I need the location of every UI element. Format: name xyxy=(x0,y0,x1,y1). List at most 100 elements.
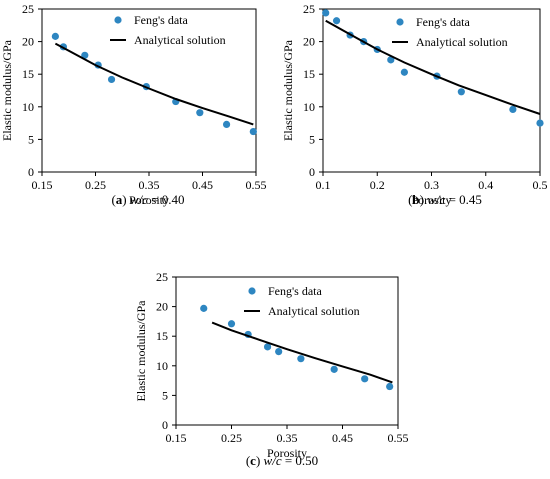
legend: Feng's data Analytical solution xyxy=(244,284,360,318)
series-line-analytical xyxy=(211,321,393,384)
legend-label-feng: Feng's data xyxy=(268,284,322,298)
legend-label-analytical: Analytical solution xyxy=(416,35,508,49)
x-tick-label: 0.25 xyxy=(85,178,106,192)
data-point xyxy=(263,343,272,351)
y-tick-label: 15 xyxy=(303,67,315,81)
y-tick-label: 25 xyxy=(303,2,315,16)
data-point xyxy=(386,382,394,391)
y-tick-label: 10 xyxy=(22,100,34,114)
caption-letter: c xyxy=(250,453,256,468)
data-point xyxy=(387,56,395,64)
data-point xyxy=(361,375,369,383)
x-tick-label: 0.55 xyxy=(246,178,267,192)
x-axis-label: Porosity xyxy=(267,446,307,460)
caption-value: = 0.45 xyxy=(449,192,482,207)
plot-frame xyxy=(175,276,399,426)
chart-panel-b: 0.1 0.2 0.3 0.4 0.5 0 5 10 15 20 25 Porosity Elastic… xyxy=(281,2,548,207)
x-tick-label: 0.5 xyxy=(533,178,548,192)
data-point xyxy=(249,127,257,136)
y-tick-label: 25 xyxy=(156,270,168,284)
x-tick-label: 0.1 xyxy=(316,178,331,192)
y-tick-label: 15 xyxy=(22,67,34,81)
legend-label-analytical: Analytical solution xyxy=(268,304,360,318)
y-tick-label: 0 xyxy=(28,165,34,179)
data-point xyxy=(196,109,204,117)
y-tick-label: 0 xyxy=(309,165,315,179)
data-point xyxy=(51,32,59,40)
data-point xyxy=(227,320,236,328)
data-point xyxy=(222,120,231,129)
y-axis-label: Elastic modulus/GPa xyxy=(0,39,14,141)
legend-marker-feng xyxy=(114,16,122,24)
x-tick-label: 0.45 xyxy=(192,178,213,192)
data-point xyxy=(330,365,338,373)
x-tick-label: 0.3 xyxy=(424,178,439,192)
data-point xyxy=(81,51,89,59)
panel-caption: (c) w/c = 0.50 xyxy=(246,453,318,468)
chart-panel-a: 0.15 0.25 0.35 0.45 0.55 0 5 10 15 20 25 Porosity El… xyxy=(0,2,267,207)
y-tick-label: 5 xyxy=(162,388,168,402)
caption-paren-open: ( xyxy=(111,192,115,207)
legend-marker-feng xyxy=(248,287,256,295)
y-axis-label: Elastic modulus/GPa xyxy=(281,39,295,141)
caption-value: = 0.50 xyxy=(285,453,318,468)
data-point xyxy=(332,17,341,25)
legend-label-analytical: Analytical solution xyxy=(134,33,226,47)
legend-label-feng: Feng's data xyxy=(134,13,188,27)
x-tick-label: 0.55 xyxy=(388,431,409,445)
legend: Feng's data Analytical solution xyxy=(392,15,508,49)
data-point xyxy=(536,119,544,127)
y-tick-label: 15 xyxy=(156,329,168,343)
series-line-analytical xyxy=(325,19,541,115)
chart-panel-c: 0.15 0.25 0.35 0.45 0.55 0 5 10 15 20 25 Porosity El… xyxy=(134,270,409,468)
caption-paren-open: ( xyxy=(246,453,250,468)
legend-label-feng: Feng's data xyxy=(416,15,470,29)
panel-caption: (a) w/c = 0.40 xyxy=(111,192,184,207)
caption-paren-close: ) xyxy=(420,192,428,207)
caption-paren-open: ( xyxy=(408,192,412,207)
y-tick-label: 20 xyxy=(303,35,315,49)
caption-letter: a xyxy=(116,192,123,207)
plot-frame xyxy=(322,8,541,173)
legend: Feng's data Analytical solution xyxy=(110,13,226,47)
x-tick-label: 0.15 xyxy=(166,431,187,445)
caption-letter: b xyxy=(412,192,419,207)
y-tick-label: 20 xyxy=(22,35,34,49)
data-point xyxy=(457,88,465,96)
caption-variable: w/c xyxy=(130,192,148,207)
x-tick-label: 0.35 xyxy=(277,431,298,445)
y-tick-label: 0 xyxy=(162,418,168,432)
y-tick-label: 20 xyxy=(156,300,168,314)
x-tick-label: 0.35 xyxy=(139,178,160,192)
x-tick-label: 0.2 xyxy=(370,178,385,192)
y-tick-label: 25 xyxy=(22,2,34,16)
x-axis-label: Porosity xyxy=(129,193,169,207)
x-axis-label: Porosity xyxy=(411,193,451,207)
y-tick-label: 5 xyxy=(28,132,34,146)
caption-value: = 0.40 xyxy=(151,192,184,207)
panel-caption: (b) w/c = 0.45 xyxy=(408,192,482,207)
data-point xyxy=(275,347,283,356)
data-point xyxy=(322,9,330,17)
data-point xyxy=(297,355,305,363)
data-point xyxy=(509,105,517,114)
caption-variable: w/c xyxy=(264,453,282,468)
y-tick-label: 5 xyxy=(309,132,315,146)
y-tick-label: 10 xyxy=(303,100,315,114)
x-tick-label: 0.45 xyxy=(332,431,353,445)
data-point xyxy=(107,75,116,84)
y-axis-label: Elastic modulus/GPa xyxy=(134,300,148,402)
data-point xyxy=(400,68,408,76)
data-point xyxy=(200,304,208,312)
series-line-analytical xyxy=(54,42,254,126)
x-tick-label: 0.25 xyxy=(221,431,242,445)
caption-paren-close: ) xyxy=(122,192,130,207)
caption-paren-close: ) xyxy=(256,453,264,468)
legend-marker-feng xyxy=(396,18,404,26)
x-tick-label: 0.4 xyxy=(478,178,493,192)
caption-variable: w/c xyxy=(427,192,445,207)
y-tick-label: 10 xyxy=(156,359,168,373)
x-tick-label: 0.15 xyxy=(32,178,53,192)
